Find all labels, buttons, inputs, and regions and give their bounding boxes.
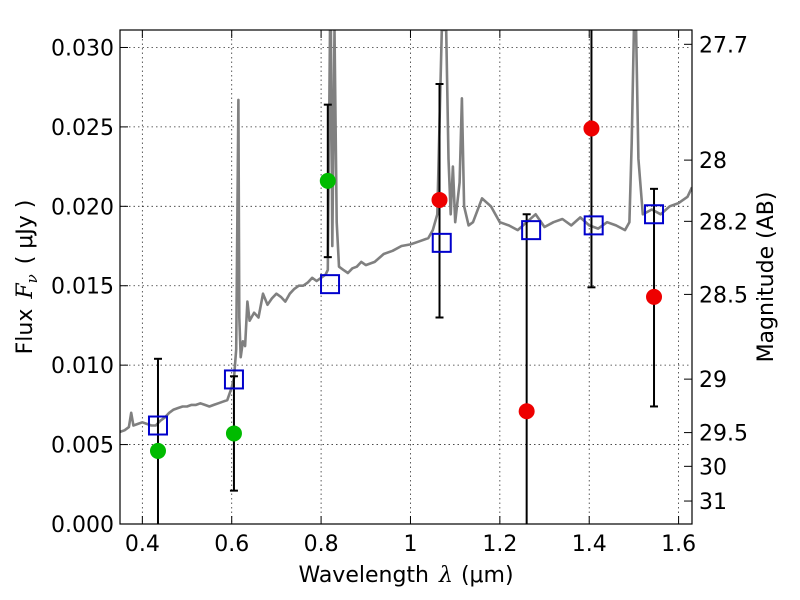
y-tick-label: 0.005 [51,434,114,459]
y2-tick-label: 30 [699,455,727,480]
y2-tick-label: 28.2 [699,210,748,235]
y-tick-label: 0.000 [51,513,114,538]
x-tick-label: 1.2 [482,532,517,557]
y2-tick-label: 29 [699,368,727,393]
grid [120,30,692,525]
y2-tick-label: 28 [699,149,727,174]
data-series [120,30,692,524]
x-tick-label: 1.4 [572,532,607,557]
spectrum-line [120,30,692,434]
y2-axis-label: Magnitude (AB) [754,192,779,363]
x-tick-label: 0.6 [214,532,249,557]
x-axis-label: Wavelength λ (μm) [298,563,513,588]
model-point [521,220,542,241]
model-point [147,415,168,436]
model-point [583,215,604,236]
y2-tick-label: 29.5 [699,422,748,447]
nondetection-point [518,403,535,420]
model-point [431,232,452,253]
plot-frame [119,29,693,525]
y2-tick-label: 28.5 [699,283,748,308]
y-tick-label: 0.010 [51,354,114,379]
detection-point [149,442,166,459]
y-tick-label: 0.015 [51,275,114,300]
y-tick-label: 0.020 [51,195,114,220]
axes-ticks: 0.4 0.6 0.8 1 1.2 1.4 1.6 0.000 0.005 0.010 0.015 0… [51,30,748,557]
x-tick-label: 0.4 [125,532,160,557]
nondetection-point [431,191,448,208]
detection-point [225,425,242,442]
model-point [223,369,244,390]
nondetection-point [583,120,600,137]
y-tick-label: 0.030 [51,36,114,61]
x-tick-label: 0.8 [304,532,339,557]
model-point [320,274,341,295]
y2-tick-label: 27.7 [699,33,748,58]
detection-point [319,172,336,189]
nondetection-point [646,288,663,305]
model-point [644,204,665,225]
y-axis-label: FluxFν( μJy ) [13,200,41,355]
x-tick-label: 1 [403,532,417,557]
x-tick-label: 1.6 [661,532,696,557]
y2-tick-label: 31 [699,490,727,515]
y-tick-label: 0.025 [51,116,114,141]
